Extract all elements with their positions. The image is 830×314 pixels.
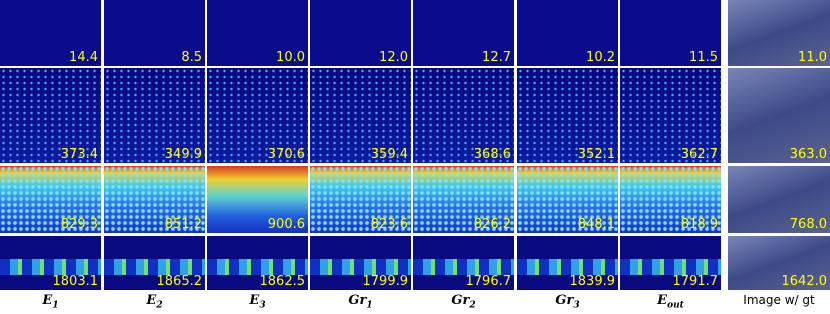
column-label: Gr1 [310,293,411,311]
column-label: Gr2 [413,293,514,311]
count-label: 370.6 [267,147,305,162]
label-main: Gr [348,293,367,308]
image-panel: 11.0 [728,0,830,66]
count-label: 12.7 [482,50,511,65]
label-main: Image w/ gt [743,293,815,307]
label-main: Gr [451,293,470,308]
density-map: 900.6 [207,166,308,233]
density-map: 362.7 [620,68,721,163]
density-map: 826.2 [413,166,514,233]
density-map: 10.0 [207,0,308,66]
label-main: E [657,293,668,308]
density-map: 8.5 [104,0,205,66]
count-label: 14.4 [69,50,98,65]
count-label: 1799.9 [362,274,409,289]
density-map: 818.9 [620,166,721,233]
count-label: 1862.5 [259,274,306,289]
count-label: 363.0 [789,147,827,162]
label-main: E [42,293,53,308]
count-label: 11.0 [798,50,827,65]
density-map: 14.4 [0,0,101,66]
count-label: 851.2 [164,217,202,232]
label-main: E [146,293,157,308]
density-map: 359.4 [310,68,411,163]
label-sub: 2 [469,300,476,311]
column-label: Gr3 [517,293,618,311]
count-label: 11.5 [689,50,718,65]
density-map: 11.5 [620,0,721,66]
count-label: 818.9 [680,217,718,232]
label-sub: 3 [573,300,580,311]
count-label: 1839.9 [569,274,616,289]
density-map: 12.0 [310,0,411,66]
label-sub: 2 [156,300,163,311]
image-panel: 1642.0 [728,236,830,290]
label-sub: 1 [366,300,373,311]
density-map: 851.2 [104,166,205,233]
count-label: 10.0 [276,50,305,65]
density-map: 352.1 [517,68,618,163]
label-sub: 3 [259,300,266,311]
count-label: 352.1 [577,147,615,162]
density-map: 1839.9 [517,236,618,290]
count-label: 362.7 [680,147,718,162]
count-label: 768.0 [789,217,827,232]
density-map: 368.6 [413,68,514,163]
density-map: 12.7 [413,0,514,66]
count-label: 10.2 [586,50,615,65]
count-label: 826.2 [473,217,511,232]
density-map: 370.6 [207,68,308,163]
density-map: 848.1 [517,166,618,233]
image-panel: 768.0 [728,166,830,233]
column-label: Image w/ gt [728,293,830,307]
count-label: 829.3 [60,217,98,232]
label-sub: 1 [52,300,59,311]
count-label: 823.6 [370,217,408,232]
density-map: 823.6 [310,166,411,233]
label-sub: out [667,300,684,311]
count-label: 1803.1 [52,274,99,289]
density-map: 1796.7 [413,236,514,290]
count-label: 1642.0 [781,274,828,289]
density-map: 373.4 [0,68,101,163]
density-map: 829.3 [0,166,101,233]
count-label: 8.5 [181,50,202,65]
density-map: 1791.7 [620,236,721,290]
count-label: 349.9 [164,147,202,162]
column-label: Eout [620,293,721,311]
count-label: 1796.7 [465,274,512,289]
density-map: 1865.2 [104,236,205,290]
density-map: 1799.9 [310,236,411,290]
count-label: 359.4 [370,147,408,162]
count-label: 373.4 [60,147,98,162]
label-main: Gr [555,293,574,308]
label-main: E [249,293,260,308]
column-label: E1 [0,293,101,311]
column-label: E3 [207,293,308,311]
count-label: 368.6 [473,147,511,162]
count-label: 900.6 [267,217,305,232]
count-label: 1791.7 [672,274,719,289]
density-map: 10.2 [517,0,618,66]
density-map: 1803.1 [0,236,101,290]
count-label: 1865.2 [156,274,203,289]
density-map: 1862.5 [207,236,308,290]
density-map: 349.9 [104,68,205,163]
count-label: 12.0 [379,50,408,65]
column-label: E2 [104,293,205,311]
image-panel: 363.0 [728,68,830,163]
count-label: 848.1 [577,217,615,232]
